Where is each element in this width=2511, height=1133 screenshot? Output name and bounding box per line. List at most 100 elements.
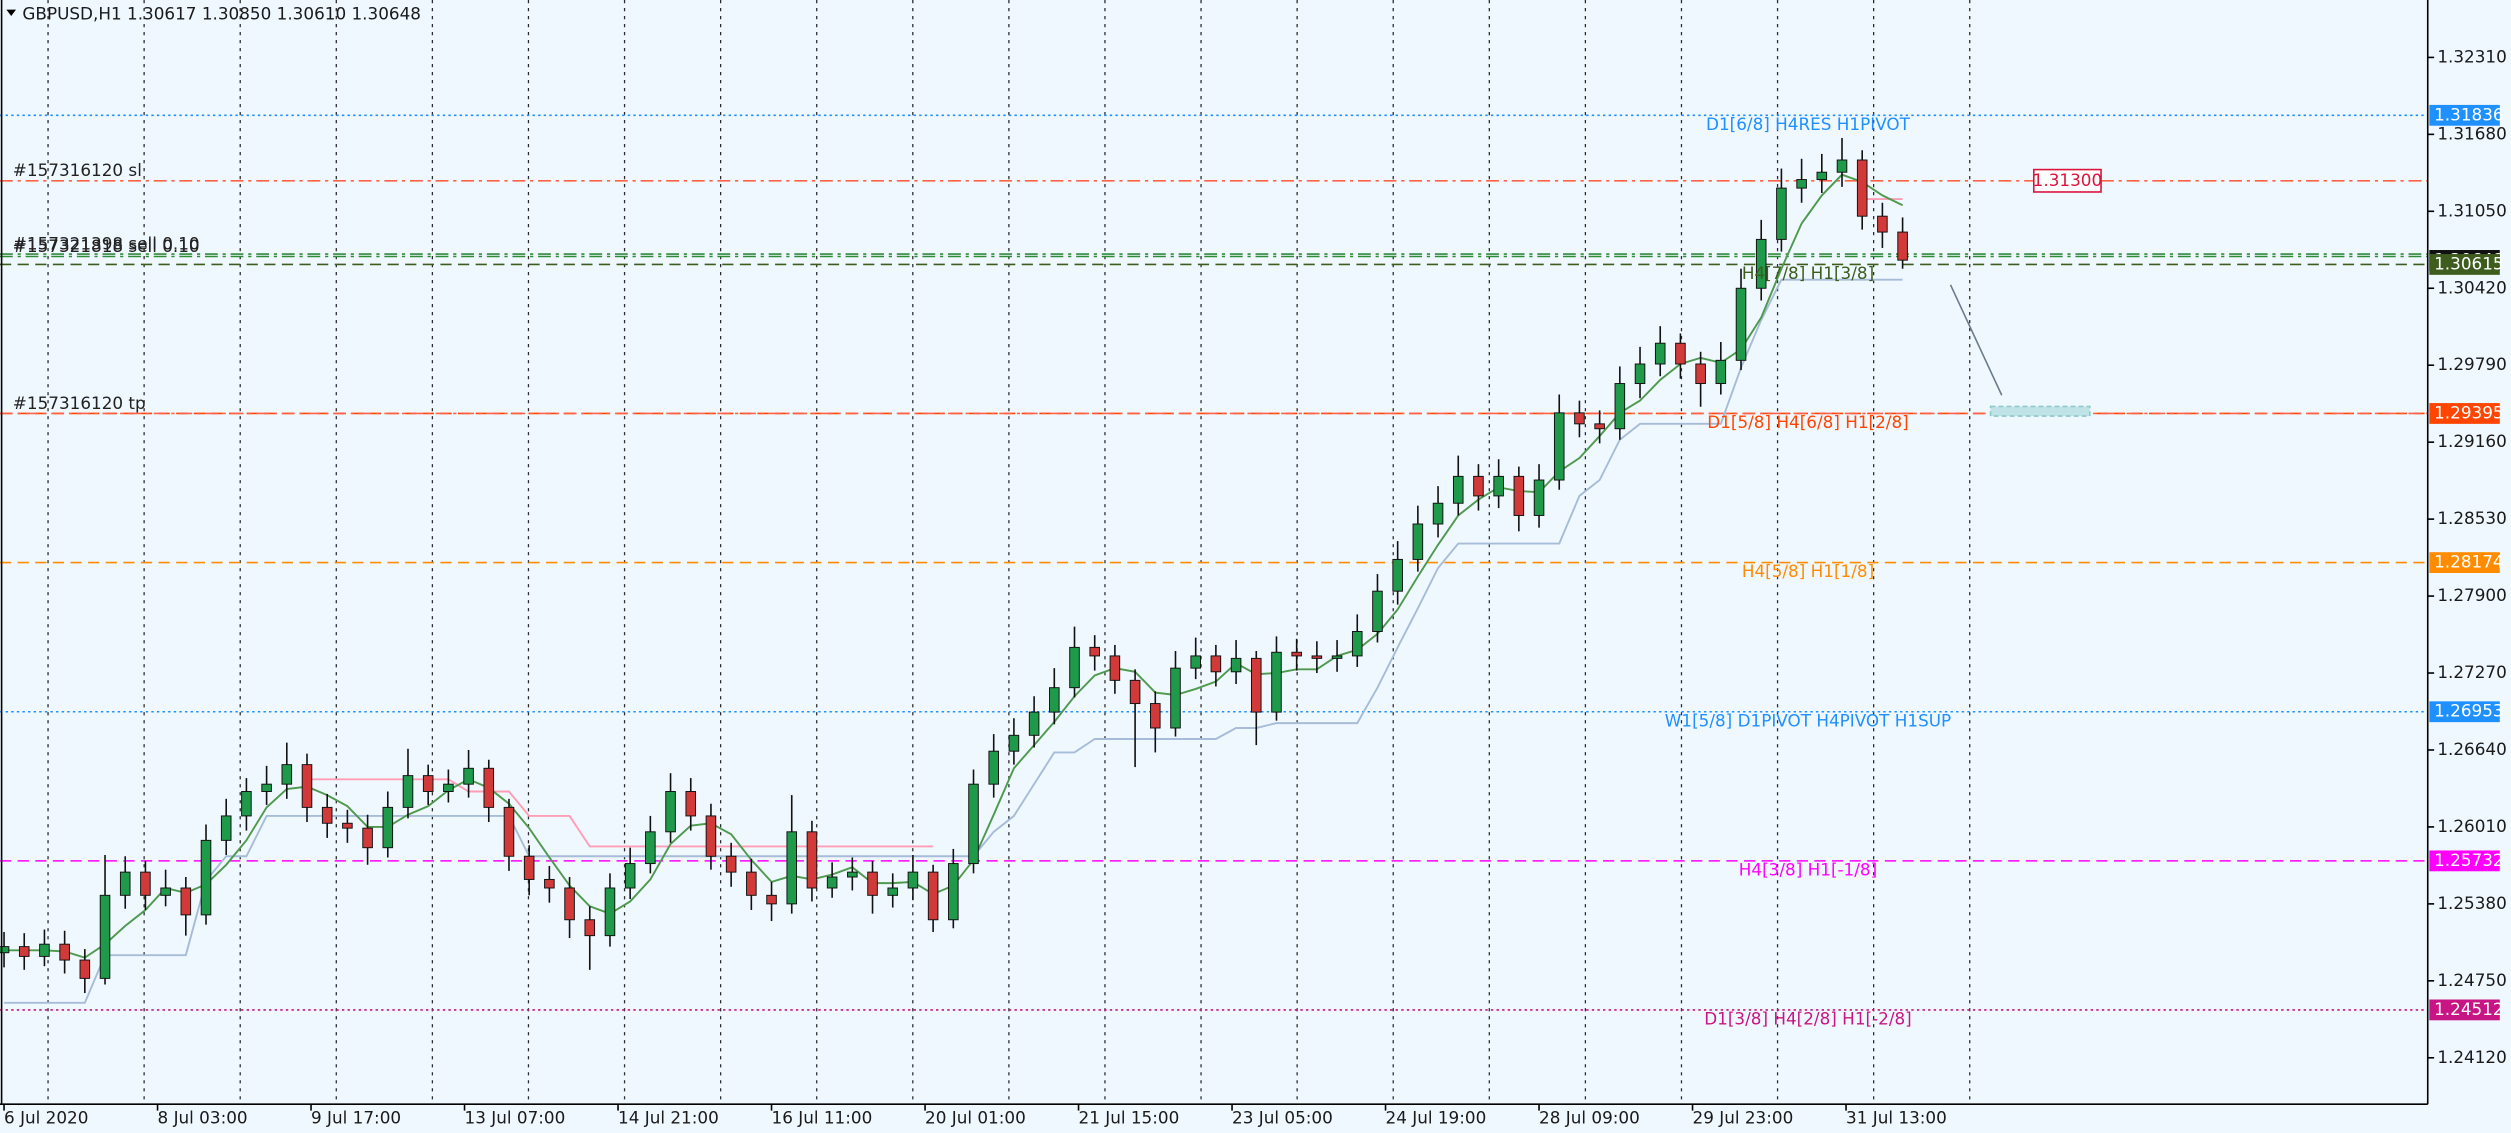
level-label: D1[3/8] H4[2/8] H1[-2/8] [1704,1009,1911,1029]
candle-body [1715,359,1727,385]
y-tick-label: 1.24750 [2437,970,2506,990]
menu-icon[interactable] [6,9,17,17]
candle-body [786,831,798,905]
y-tick-label: 1.27900 [2437,585,2506,605]
x-tick-label: 20 Jul 01:00 [925,1108,1026,1128]
candle-body [0,946,10,954]
candle-body [948,863,959,921]
x-tick-label: 6 Jul 2020 [4,1108,88,1128]
candle-body [1271,651,1282,713]
candle-body [483,767,495,808]
candle-body [1877,215,1888,233]
x-tick-label: 29 Jul 23:00 [1693,1108,1794,1128]
candle-body [342,822,353,829]
candle-body [1170,667,1181,729]
x-tick-label: 9 Jul 17:00 [311,1108,401,1128]
level-price-box [2429,999,2500,1021]
candle-body [1513,475,1525,516]
candle-body [1654,342,1666,365]
candle-body [1533,479,1545,516]
candle-body [503,806,515,857]
level-price-label: 1.28174 [2434,552,2503,572]
order-price-box [2032,168,2102,193]
candle-body [1614,383,1626,430]
candle-body [1735,287,1747,361]
candle-body [1816,171,1828,181]
candle-body [1190,655,1201,669]
y-tick-label: 1.27270 [2437,662,2506,682]
candle-body [1210,655,1222,673]
candle-body [1412,523,1424,560]
order-label: #157316120 tp [13,393,146,413]
candle-body [1897,231,1908,261]
order-price-label: 1.31300 [2033,170,2102,190]
candle-body [301,764,313,808]
trend-arrow [1949,284,2003,396]
level-label: H4[7/8] H1[3/8] [1742,263,1874,283]
candle-body [382,806,394,849]
y-tick-label: 1.25380 [2437,893,2506,913]
candle-body [1755,238,1767,289]
level-label: W1[5/8] D1PIVOT H4PIVOT H1SUP [1665,710,1951,730]
candle-body [1028,711,1040,736]
candle-body [584,919,596,937]
y-tick-label: 1.32310 [2437,46,2506,66]
candle-body [1089,646,1100,657]
candle-body [140,871,151,896]
candle-body [1049,687,1060,713]
x-tick-label: 16 Jul 11:00 [772,1108,873,1128]
candle-body [1473,475,1484,497]
candle-body [988,750,999,785]
candle-body [1372,590,1383,632]
x-tick-label: 28 Jul 09:00 [1539,1108,1640,1128]
candle-body [1574,412,1585,425]
candle-body [564,887,575,921]
candle-body [1291,651,1302,657]
level-price-box [2429,403,2500,424]
candle-body [806,831,818,889]
y-tick-label: 1.29160 [2437,431,2506,451]
chart-title: GBPUSD,H1 1.30617 1.30850 1.30610 1.3064… [22,3,421,23]
candle-body [463,767,474,785]
grid [0,0,2428,1105]
level-price-label: 1.30615 [2434,253,2503,273]
candle-body [422,775,434,792]
candle-body [200,839,212,916]
candle-body [766,894,777,905]
candle-body [826,876,838,889]
candle-body [1594,423,1605,430]
candle-body [99,894,111,979]
candle-body [402,775,414,808]
candle-body [241,791,252,817]
candle-body [1230,657,1242,673]
candle-body [867,871,878,896]
x-tick-label: 31 Jul 13:00 [1846,1108,1947,1128]
x-tick-label: 21 Jul 15:00 [1079,1108,1180,1128]
y-tick-label: 1.31680 [2437,123,2506,143]
candle-body [1836,159,1848,173]
candle-body [665,791,676,833]
level-price-box [2429,254,2500,275]
level-label: D1[6/8] H4RES H1PIVOT [1706,114,1911,134]
candle-body [1069,646,1080,689]
candle-body [1856,159,1868,217]
level-price-label: 1.29395 [2434,402,2503,422]
candle-body [645,831,656,865]
level-price-box [2429,850,2500,872]
candle-body [39,943,50,957]
candle-body [1675,342,1686,365]
candle-body [705,815,717,857]
candle-body [1776,187,1787,240]
y-tick-label: 1.28530 [2437,508,2506,528]
order-label: #157316120 sl [13,160,142,180]
level-price-label: 1.31836 [2434,104,2503,124]
candle-body [1493,475,1504,497]
candle-body [321,806,333,824]
x-tick-label: 8 Jul 03:00 [158,1108,248,1128]
candle-body [79,959,91,979]
x-tick-label: 14 Jul 21:00 [618,1108,719,1128]
level-label: D1[5/8] H4[6/8] H1[2/8] [1707,412,1908,432]
level-label: H4[5/8] H1[1/8] [1742,561,1874,581]
candle-body [624,863,636,889]
